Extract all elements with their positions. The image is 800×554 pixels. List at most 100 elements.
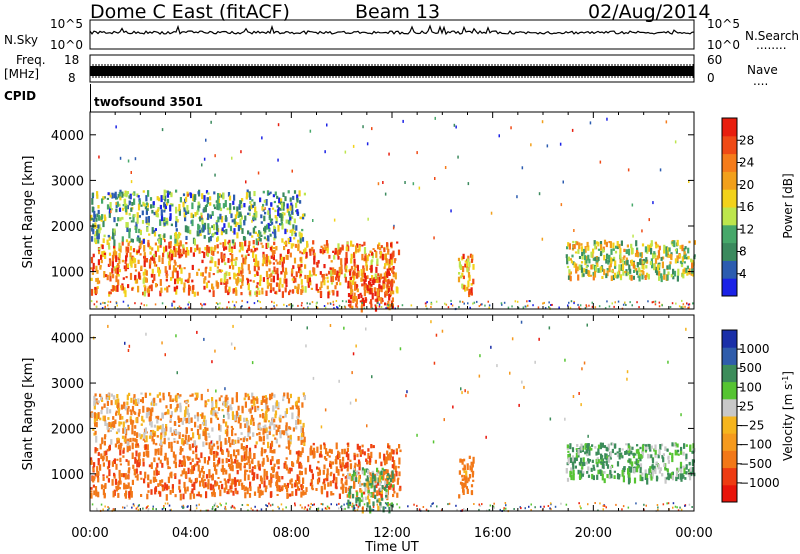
power-echo-cell [194,247,197,252]
vel-echo-cell [218,435,221,442]
power-axis-ticks [89,112,695,309]
vel-echo-cell [249,452,252,459]
vel-scatter-dot [246,503,248,506]
vel-echo-cell [152,401,155,407]
vel-echo-cell [283,392,286,397]
power-echo-cell [635,240,638,247]
power-echo-cell [340,264,343,271]
power-echo-cell [208,272,211,278]
vel-echo-cell [305,487,308,492]
power-echo-cell [249,232,252,236]
vel-echo-cell [363,451,366,456]
vel-echo-cell [613,444,616,449]
power-echo-cell [289,236,292,242]
vel-echo-cell [273,394,276,398]
vel-speckle [366,424,368,428]
power-scatter-dot [682,305,684,308]
power-scatter-dot [451,304,454,307]
power-echo-cell [297,239,300,243]
power-echo-cell [349,300,352,304]
power-echo-cell [347,293,351,298]
vel-echo-cell [126,419,129,423]
vel-echo-cell [253,453,256,459]
vel-echo-cell [606,464,610,469]
vel-echo-cell [217,407,221,411]
vel-echo-cell [355,477,358,482]
power-speckle [559,142,562,146]
power-echo-cell [458,261,461,268]
vel-scatter-dot [554,505,557,508]
vel-scatter-dot [231,505,234,508]
vel-echo-cell [376,482,380,486]
power-echo-cell [246,249,249,253]
power-scatter-dot [604,307,607,310]
velocity-colorbar-swatch [722,347,737,365]
vel-echo-cell [135,450,138,457]
power-echo-cell [251,235,254,238]
vel-echo-cell [138,433,141,437]
vel-echo-cell [376,499,379,503]
vel-echo-cell [388,481,391,486]
vel-echo-cell [205,474,209,479]
vel-echo-cell [601,458,605,462]
power-echo-cell [241,280,244,283]
power-echo-cell [221,258,224,263]
power-echo-cell [282,204,285,211]
power-echo-cell [583,248,586,254]
vel-echo-cell [226,409,229,416]
vel-echo-cell [322,469,325,475]
power-scatter-dot [154,303,157,306]
power-y-tick-label: 1000 [51,266,84,281]
power-echo-cell [250,203,253,210]
power-echo-cell [222,192,225,200]
power-echo-cell [97,205,100,209]
vel-echo-cell [117,398,120,405]
vel-echo-cell [287,435,290,440]
power-echo-cell [141,210,144,216]
vel-speckle [343,326,345,330]
power-echo-cell [153,231,157,237]
vel-echo-cell [682,475,685,478]
power-echo-cell [274,291,277,294]
vel-scatter-dot [492,505,495,508]
power-echo-cell [593,240,596,246]
power-echo-cell [150,204,153,209]
power-echo-cell [566,246,569,250]
power-echo-cell [606,255,609,260]
vel-echo-cell [573,457,577,463]
radar-title: Dome C East (fitACF) [90,1,290,23]
power-echo-cell [204,205,207,211]
power-scatter-dot [551,303,553,306]
vel-echo-cell [151,435,154,442]
vel-echo-cell [302,432,305,438]
vel-scatter-dot [530,509,532,512]
vel-echo-cell [287,440,290,444]
power-echo-cell [332,290,335,296]
power-echo-cell [595,256,598,260]
vel-echo-cell [285,446,288,449]
vel-echo-cell [197,457,200,461]
vel-echo-cell [105,450,108,456]
power-scatter-dot [622,303,625,306]
vel-echo-cell [240,443,243,450]
power-echo-cell [387,271,390,275]
vel-speckle [667,360,669,364]
vel-echo-cell [145,412,148,419]
power-echo-cell [196,210,199,215]
vel-echo-cell [391,503,394,508]
vel-echo-cell [628,452,631,456]
vel-echo-cell [316,449,319,453]
power-echo-cell [591,264,594,270]
power-scatter-dot [204,303,207,306]
power-echo-cell [156,196,159,201]
nave-label: Nave [747,63,778,77]
vel-echo-cell [231,414,235,420]
vel-echo-cell [108,421,111,427]
vel-echo-cell [263,474,266,481]
power-echo-cell [622,263,625,269]
power-echo-cell [286,208,289,213]
vel-echo-cell [199,414,202,417]
power-speckle [688,180,690,183]
power-echo-cell [112,232,115,240]
vel-echo-cell [270,395,273,400]
